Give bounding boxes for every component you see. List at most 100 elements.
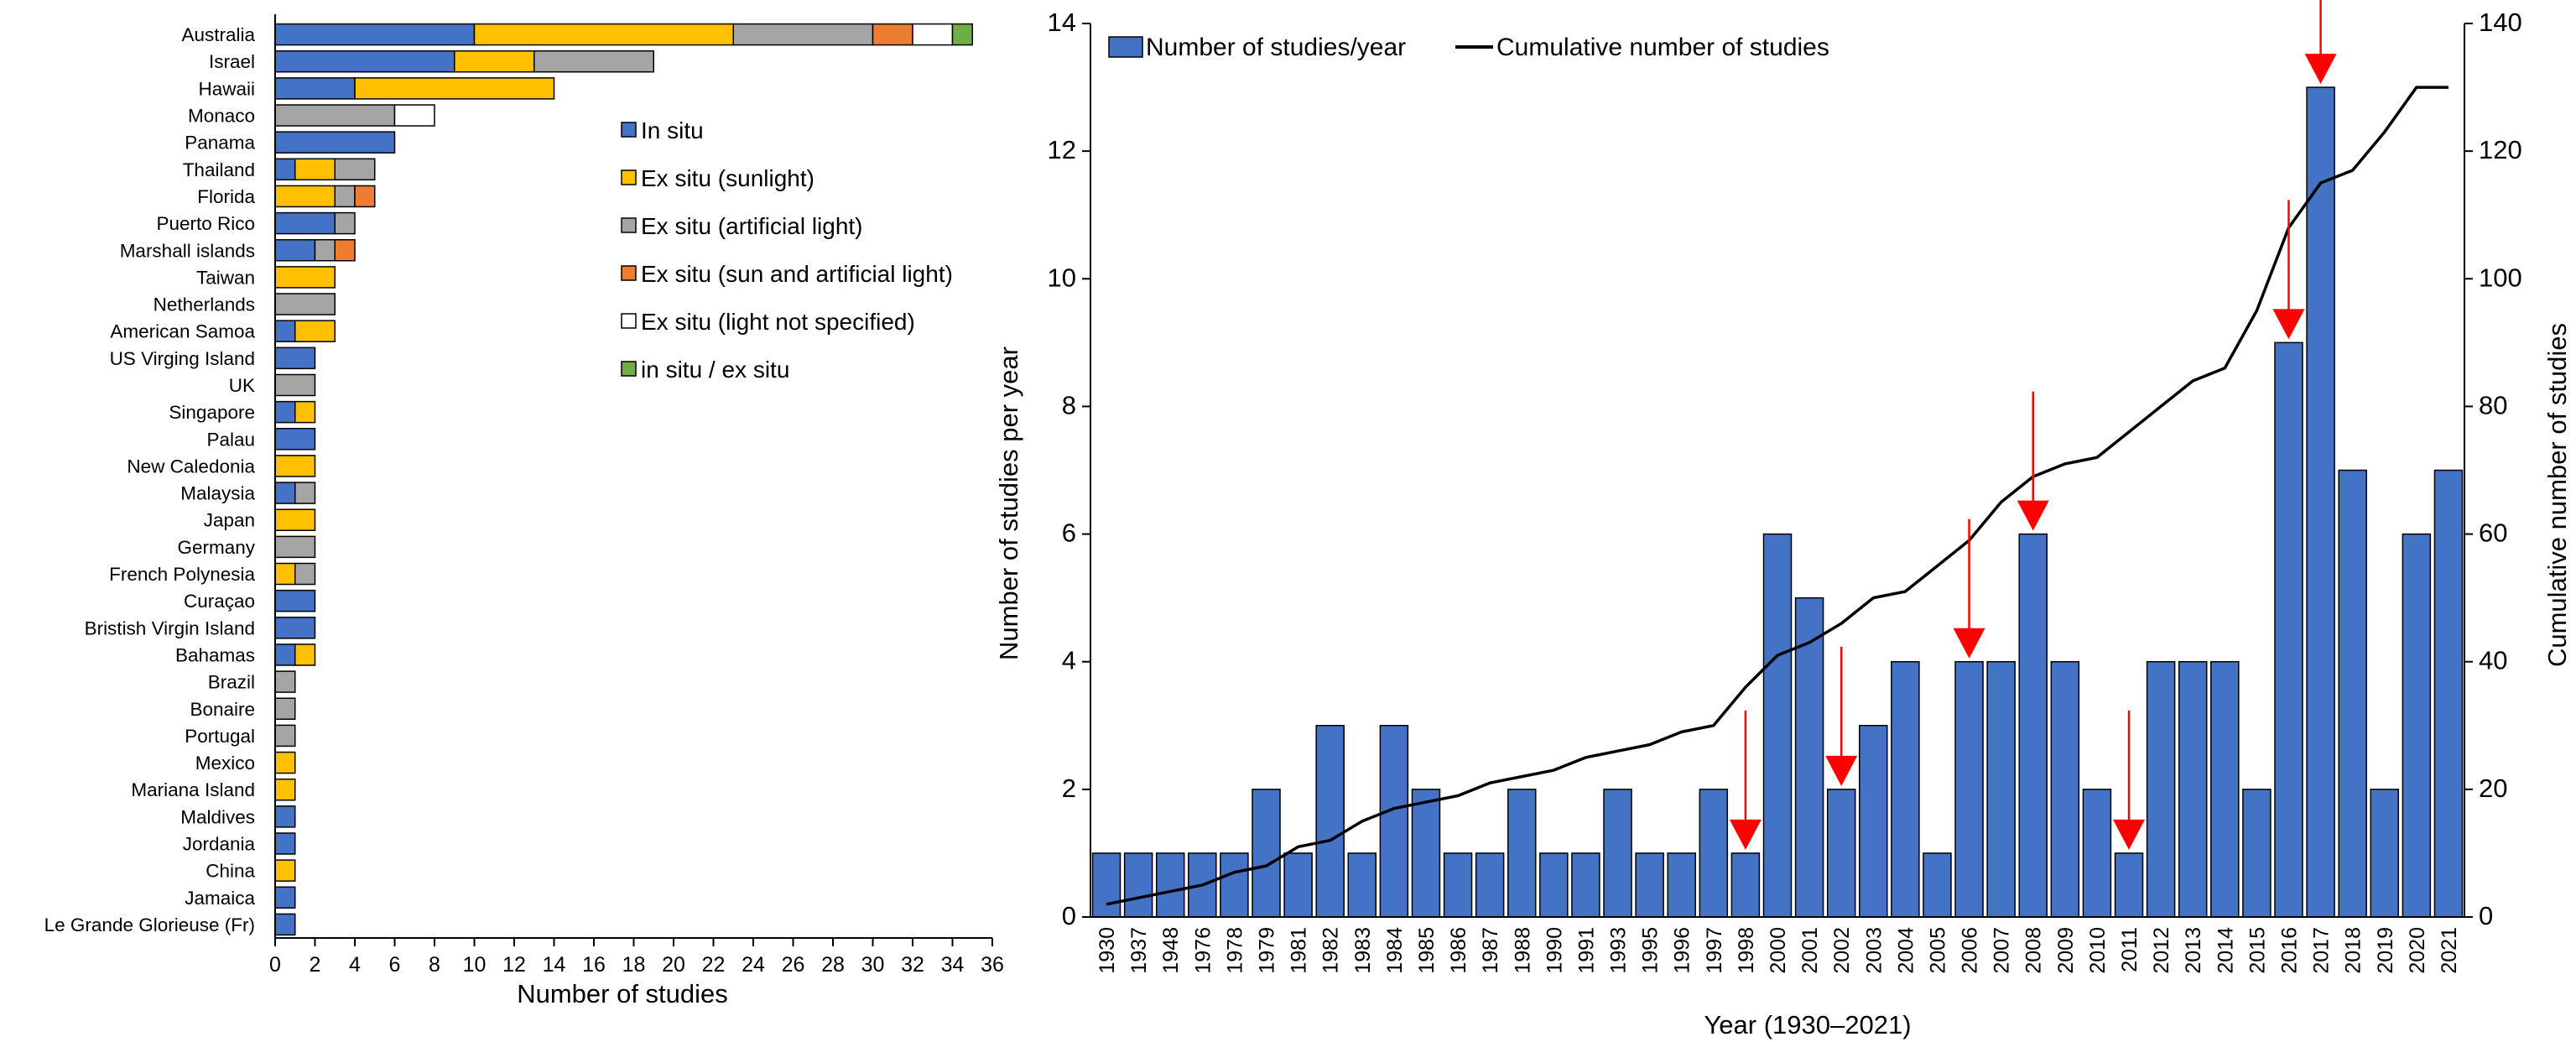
country-label: Palau [206,429,255,450]
country-label: Jordania [183,833,256,854]
y-tick-label: 4 [1062,646,1076,675]
bar-segment [274,428,316,451]
year-bar [2274,341,2303,918]
y-tick-label: 14 [1048,8,1076,37]
country-label: Germany [177,537,255,558]
country-label: Singapore [169,402,255,423]
country-label: Monaco [188,106,255,127]
bar-segment [473,23,734,46]
bar-segment [274,482,296,504]
country-label: Marshall islands [120,240,255,261]
bar-segment [274,832,296,855]
year-bar [2018,533,2048,918]
x-tick-label: 30 [861,953,885,977]
bar-segment [274,158,296,181]
year-bar [1891,660,1920,918]
year-bar [1188,852,1217,918]
x-tick-label: 36 [981,953,1004,977]
y2-tick-label: 120 [2479,135,2522,164]
year-bar [2082,789,2112,918]
year-tick-label: 1937 [1127,927,1151,974]
legend-label: in situ / ex situ [641,357,789,383]
bar-segment [274,886,296,909]
bar-segment [334,185,356,208]
year-tick-label: 1995 [1639,927,1663,974]
bar-segment [354,185,376,208]
year-bar [2114,852,2144,918]
year-bar [1699,789,1729,918]
bar-segment [274,455,316,477]
y-tick-label: 8 [1062,390,1076,419]
bar-segment [454,49,535,73]
left-horizontal-bar-chart: Australia Israel Hawaii Monaco Panama Thailan… [44,14,1004,1008]
x-tick-label: 6 [389,953,401,977]
year-bar [1603,789,1632,918]
year-bar [2050,660,2080,918]
bar-segment [912,23,954,46]
bar-segment [274,185,336,208]
bar-segment [274,724,296,748]
year-tick-label: 1976 [1191,927,1215,974]
year-bar [1730,852,1761,918]
year-bar [2402,533,2432,918]
right-y-axis-title: Number of studies per year [994,346,1023,660]
year-tick-label: 1996 [1671,927,1694,974]
bar-segment [274,373,316,397]
country-label: Mexico [195,753,255,774]
bar-segment [274,670,296,693]
bar-segment [294,320,336,342]
country-label: Thailand [183,159,255,180]
red-arrow-head [1953,628,1985,659]
bar-segment [274,859,296,882]
year-tick-label: 2017 [2310,927,2334,974]
country-label: Curaçao [184,591,255,612]
bar-segment [274,697,296,720]
country-label: Puerto Rico [156,213,255,234]
year-bar [1091,852,1121,918]
bar-segment [274,104,396,127]
country-label: Israel [209,51,255,72]
y2-tick-label: 60 [2479,518,2507,548]
year-bar [1220,852,1249,918]
x-tick-label: 8 [429,953,440,977]
legend-swatch [621,313,637,329]
red-arrow-head [1825,755,1858,786]
year-bar [1986,660,2016,918]
year-bar [1667,852,1696,918]
bar-segment [732,23,874,46]
year-tick-label: 2001 [1798,927,1822,974]
legend-swatch [621,361,637,377]
country-label: Portugal [185,726,255,747]
right-legend: Number of studies/year Cumulative number … [1108,34,1829,61]
bar-segment [334,211,356,235]
bar-segment [274,535,316,559]
year-bar [2146,660,2176,918]
year-bar [1283,852,1313,918]
red-arrow-head [2272,309,2305,340]
year-tick-label: 2021 [2438,927,2461,974]
year-tick-label: 1978 [1223,927,1246,974]
bar-segment [274,508,316,531]
bar-segment [274,913,296,936]
year-tick-label: 1982 [1319,927,1343,974]
year-bar [2178,660,2208,918]
year-bar [1475,852,1505,918]
year-bar [1859,725,1888,918]
year-tick-label: 2002 [1830,927,1854,974]
bar-segment [274,23,476,46]
country-label: Malaysia [180,483,255,504]
year-bar [2433,469,2464,918]
bar-segment [274,239,316,262]
y2-tick-label: 140 [2479,8,2522,37]
cumulative-line [1106,86,2449,906]
bar-segment [274,131,396,154]
year-bar [1507,789,1537,918]
red-arrows [1729,0,2337,850]
right-x-axis-title: Year (1930–2021) [1704,1010,1911,1039]
year-bar [1571,852,1600,918]
x-tick-label: 18 [622,953,646,977]
legend-label: Cumulative number of studies [1496,34,1829,61]
country-label: China [206,861,255,882]
year-tick-label: 2013 [2182,927,2205,974]
right-combo-chart: 1930 1937 1948 1976 1978 1979 1981 1982 1983 1984… [994,0,2572,1039]
